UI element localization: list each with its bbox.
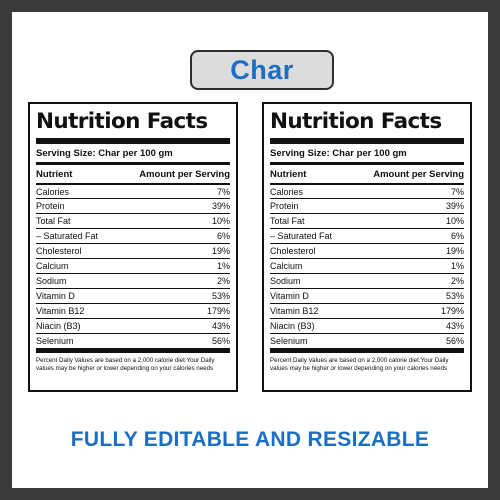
nutrient-name: Protein <box>36 201 65 211</box>
nutrient-name: Calcium <box>36 261 69 271</box>
serving-rule <box>270 162 464 165</box>
nutrient-row: Vitamin B12 179% <box>36 303 230 318</box>
nutrition-label-right: Nutrition Facts Serving Size: Char per 1… <box>262 102 472 392</box>
nutrient-row: Total Fat 10% <box>36 213 230 228</box>
serving-size: Serving Size: Char per 100 gm <box>36 148 173 159</box>
nutrient-name: Total Fat <box>36 216 71 226</box>
nutrient-value: 53% <box>211 291 230 301</box>
nutrient-value: 19% <box>445 246 464 256</box>
label-heading: Nutrition Facts <box>270 109 442 134</box>
nutrient-row: Selenium 56% <box>36 333 230 348</box>
nutrient-name: Vitamin D <box>270 291 309 301</box>
nutrient-name: Selenium <box>36 336 74 346</box>
nutrient-name: Vitamin B12 <box>36 306 85 316</box>
footnote: Percent Daily Values are based on a 2,00… <box>36 357 215 372</box>
nutrient-value: 19% <box>211 246 230 256</box>
nutrient-row: Cholesterol 19% <box>36 243 230 258</box>
footer-tagline: FULLY EDITABLE AND RESIZABLE <box>70 428 430 451</box>
nutrient-value: 10% <box>445 216 464 226</box>
nutrient-row: Niacin (B3) 43% <box>36 318 230 333</box>
heading-rule <box>270 138 464 144</box>
nutrient-value: 53% <box>445 291 464 301</box>
nutrient-value: 43% <box>211 321 230 331</box>
nutrient-value: 7% <box>450 186 464 197</box>
label-heading: Nutrition Facts <box>36 109 208 134</box>
nutrient-name: Cholesterol <box>270 246 316 256</box>
nutrient-value: 179% <box>206 306 230 316</box>
nutrient-name: Vitamin B12 <box>270 306 319 316</box>
nutrient-value: 2% <box>216 276 230 286</box>
column-amount: Amount per Serving <box>139 169 230 180</box>
heading-rule <box>36 138 230 144</box>
nutrient-row: Total Fat 10% <box>270 213 464 228</box>
nutrient-row: Niacin (B3) 43% <box>270 318 464 333</box>
nutrient-value: 56% <box>211 336 230 346</box>
nutrient-row: – Saturated Fat 6% <box>36 228 230 243</box>
nutrient-name: – Saturated Fat <box>36 231 99 241</box>
nutrient-name: Niacin (B3) <box>270 321 315 331</box>
nutrient-row: Vitamin D 53% <box>270 288 464 303</box>
nutrient-name: Sodium <box>270 276 301 286</box>
nutrient-row: Calories 7% <box>36 183 230 198</box>
nutrient-value: 39% <box>445 201 464 211</box>
nutrient-row: Selenium 56% <box>270 333 464 348</box>
bottom-rule <box>270 348 464 353</box>
nutrient-value: 43% <box>445 321 464 331</box>
nutrient-name: Niacin (B3) <box>36 321 81 331</box>
footnote: Percent Daily Values are based on a 2,00… <box>270 357 449 372</box>
column-header-row: Nutrient Amount per Serving <box>36 165 230 183</box>
column-header-row: Nutrient Amount per Serving <box>270 165 464 183</box>
nutrient-name: Sodium <box>36 276 67 286</box>
nutrient-value: 39% <box>211 201 230 211</box>
serving-rule <box>36 162 230 165</box>
nutrient-rows: Calories 7% Protein 39% Total Fat 10% – Sat… <box>270 183 464 348</box>
nutrient-value: 179% <box>440 306 464 316</box>
nutrient-row: Cholesterol 19% <box>270 243 464 258</box>
nutrient-rows: Calories 7% Protein 39% Total Fat 10% – Sat… <box>36 183 230 348</box>
nutrient-name: Total Fat <box>270 216 305 226</box>
column-nutrient: Nutrient <box>270 169 307 180</box>
nutrient-value: 6% <box>450 231 464 241</box>
nutrient-row: Sodium 2% <box>36 273 230 288</box>
nutrient-row: Protein 39% <box>270 198 464 213</box>
nutrient-name: Calcium <box>270 261 303 271</box>
serving-size: Serving Size: Char per 100 gm <box>270 148 407 159</box>
nutrient-row: Protein 39% <box>36 198 230 213</box>
nutrient-row: – Saturated Fat 6% <box>270 228 464 243</box>
nutrient-row: Calories 7% <box>270 183 464 198</box>
title-badge: Char <box>190 50 334 90</box>
nutrient-row: Vitamin D 53% <box>36 288 230 303</box>
nutrient-value: 6% <box>216 231 230 241</box>
nutrient-value: 1% <box>450 261 464 271</box>
nutrient-name: Calories <box>270 186 304 197</box>
nutrient-row: Calcium 1% <box>36 258 230 273</box>
column-nutrient: Nutrient <box>36 169 73 180</box>
nutrient-row: Calcium 1% <box>270 258 464 273</box>
nutrient-name: Protein <box>270 201 299 211</box>
nutrient-value: 56% <box>445 336 464 346</box>
nutrient-name: Cholesterol <box>36 246 82 256</box>
page-title: Char <box>230 54 294 85</box>
nutrient-value: 10% <box>211 216 230 226</box>
nutrient-name: – Saturated Fat <box>270 231 333 241</box>
column-amount: Amount per Serving <box>373 169 464 180</box>
bottom-rule <box>36 348 230 353</box>
nutrition-label-left: Nutrition Facts Serving Size: Char per 1… <box>28 102 238 392</box>
nutrient-value: 7% <box>216 186 230 197</box>
nutrient-value: 2% <box>450 276 464 286</box>
nutrient-value: 1% <box>216 261 230 271</box>
nutrient-row: Vitamin B12 179% <box>270 303 464 318</box>
nutrient-name: Selenium <box>270 336 308 346</box>
nutrient-row: Sodium 2% <box>270 273 464 288</box>
nutrient-name: Calories <box>36 186 70 197</box>
nutrient-name: Vitamin D <box>36 291 75 301</box>
